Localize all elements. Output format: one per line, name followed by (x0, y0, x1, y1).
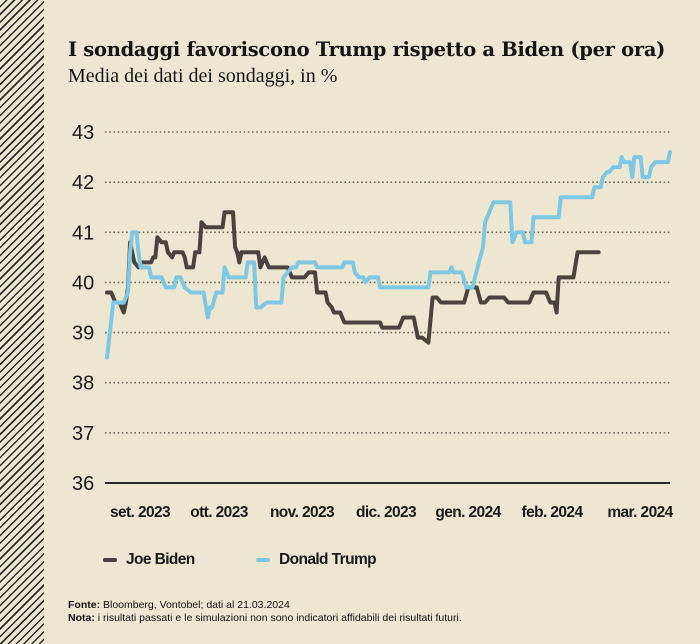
series-line-trump (105, 150, 672, 360)
x-tick-label: nov. 2023 (270, 504, 335, 521)
x-tick-label: set. 2023 (110, 504, 171, 521)
y-tick-label: 40 (72, 272, 94, 294)
x-tick-label: gen. 2024 (435, 504, 501, 521)
legend-item-trump: Donald Trump (256, 551, 377, 569)
chart-title: I sondaggi favoriscono Trump rispetto a … (68, 38, 666, 61)
gridlines (105, 131, 670, 484)
x-tick-label: ott. 2023 (190, 504, 248, 521)
source-label: Fonte: (68, 599, 101, 611)
y-tick-label: 36 (72, 473, 94, 495)
x-tick-label: dic. 2023 (356, 504, 417, 521)
y-tick-label: 42 (72, 172, 94, 194)
y-tick-label: 37 (72, 423, 94, 445)
series-lines (105, 150, 672, 360)
legend-label-biden: Joe Biden (126, 551, 195, 568)
y-tick-label: 43 (72, 122, 94, 144)
chart-subtitle: Media dei dati dei sondaggi, in % (68, 65, 338, 87)
y-tick-label: 41 (72, 222, 94, 244)
y-tick-label: 39 (72, 323, 94, 345)
y-tick-label: 38 (72, 373, 94, 395)
source-line: Fonte: Bloomberg, Vontobel; dati al 21.0… (68, 599, 462, 612)
x-axis-ticks: set. 2023 ott. 2023 nov. 2023 dic. 2023 gen.… (110, 504, 674, 521)
legend-item-biden: Joe Biden (103, 551, 195, 569)
x-tick-label: feb. 2024 (522, 504, 584, 521)
y-axis-ticks: 43 42 41 40 39 38 37 36 (72, 122, 94, 495)
legend-label-trump: Donald Trump (279, 551, 377, 568)
note-line: Nota: i risultati passati e le simulazio… (68, 612, 462, 625)
footer-notes: Fonte: Bloomberg, Vontobel; dati al 21.0… (68, 599, 462, 625)
x-tick-label: mar. 2024 (607, 504, 673, 521)
note-text: i risultati passati e le simulazioni non… (94, 612, 462, 624)
legend-swatch-biden (103, 558, 117, 562)
legend-swatch-trump (256, 558, 270, 562)
decorative-hatch-border (0, 0, 44, 644)
source-text: Bloomberg, Vontobel; dati al 21.03.2024 (100, 599, 290, 611)
series-line-biden (105, 210, 601, 345)
note-label: Nota: (68, 612, 95, 624)
